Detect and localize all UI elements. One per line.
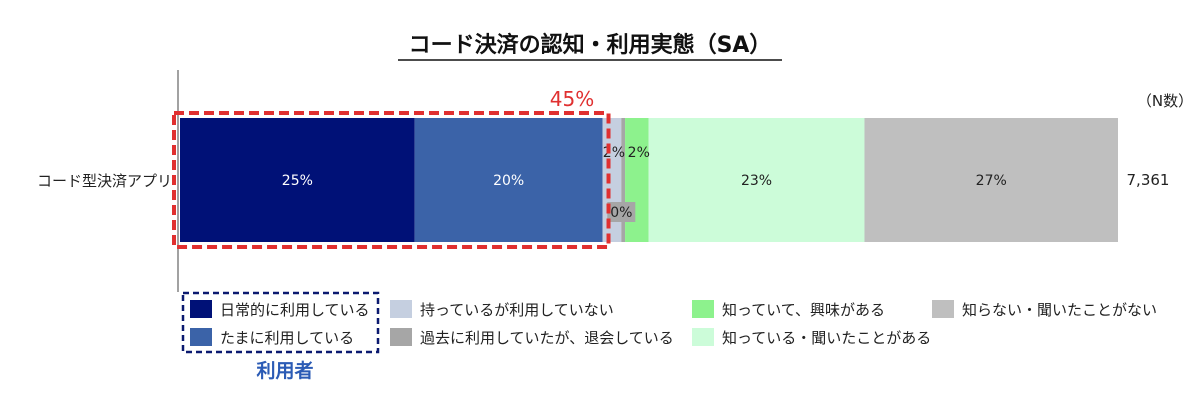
legend-swatch-6 (692, 328, 714, 346)
legend-label-3: 持っているが利用していない (420, 301, 614, 319)
data-label-5: 2% (628, 145, 650, 161)
legend-group-box (181, 291, 380, 354)
legend-swatch-1 (190, 300, 212, 318)
bar-segment-3 (602, 118, 622, 242)
legend-group-label: 利用者 (256, 360, 313, 382)
data-label-3: 2% (603, 145, 625, 161)
bar-group: コード型決済アプリ 25% 20% 2% 0% 2% 23% 27% 7,361 45% (37, 87, 1170, 249)
legend-label-4: 過去に利用していたが、退会している (420, 329, 674, 347)
n-count-header: （N数） (1137, 92, 1193, 110)
category-label: コード型決済アプリ (37, 172, 172, 190)
data-label-2: 20% (493, 173, 524, 189)
legend-swatch-3 (390, 300, 412, 318)
data-label-4: 0% (610, 205, 632, 221)
legend-swatch-4 (390, 328, 412, 346)
legend-label-2: たまに利用している (220, 329, 354, 347)
chart-title: コード決済の認知・利用実態（SA） (409, 32, 772, 58)
legend-swatch-5 (692, 300, 714, 318)
legend-swatch-2 (190, 328, 212, 346)
bar-segment-2 (414, 118, 603, 242)
bar-segment-5 (625, 118, 649, 242)
bar-segment-7 (864, 118, 1118, 242)
legend-label-5: 知っていて、興味がある (722, 301, 885, 319)
highlight-box (172, 111, 611, 249)
legend-label-1: 日常的に利用している (220, 301, 370, 319)
data-label-1: 25% (282, 173, 313, 189)
highlight-label: 45% (550, 87, 594, 111)
legend-swatch-7 (932, 300, 954, 318)
bar-segment-4 (621, 118, 626, 242)
legend-label-7: 知らない・聞いたことがない (962, 301, 1157, 319)
data-label-6: 23% (741, 173, 772, 189)
data-label-box-4 (607, 202, 636, 222)
n-value: 7,361 (1127, 171, 1170, 189)
legend-label-6: 知っている・聞いたことがある (722, 329, 931, 347)
bar-segment-6 (648, 118, 865, 242)
bar-segment-1 (180, 118, 415, 242)
data-label-7: 27% (976, 173, 1007, 189)
